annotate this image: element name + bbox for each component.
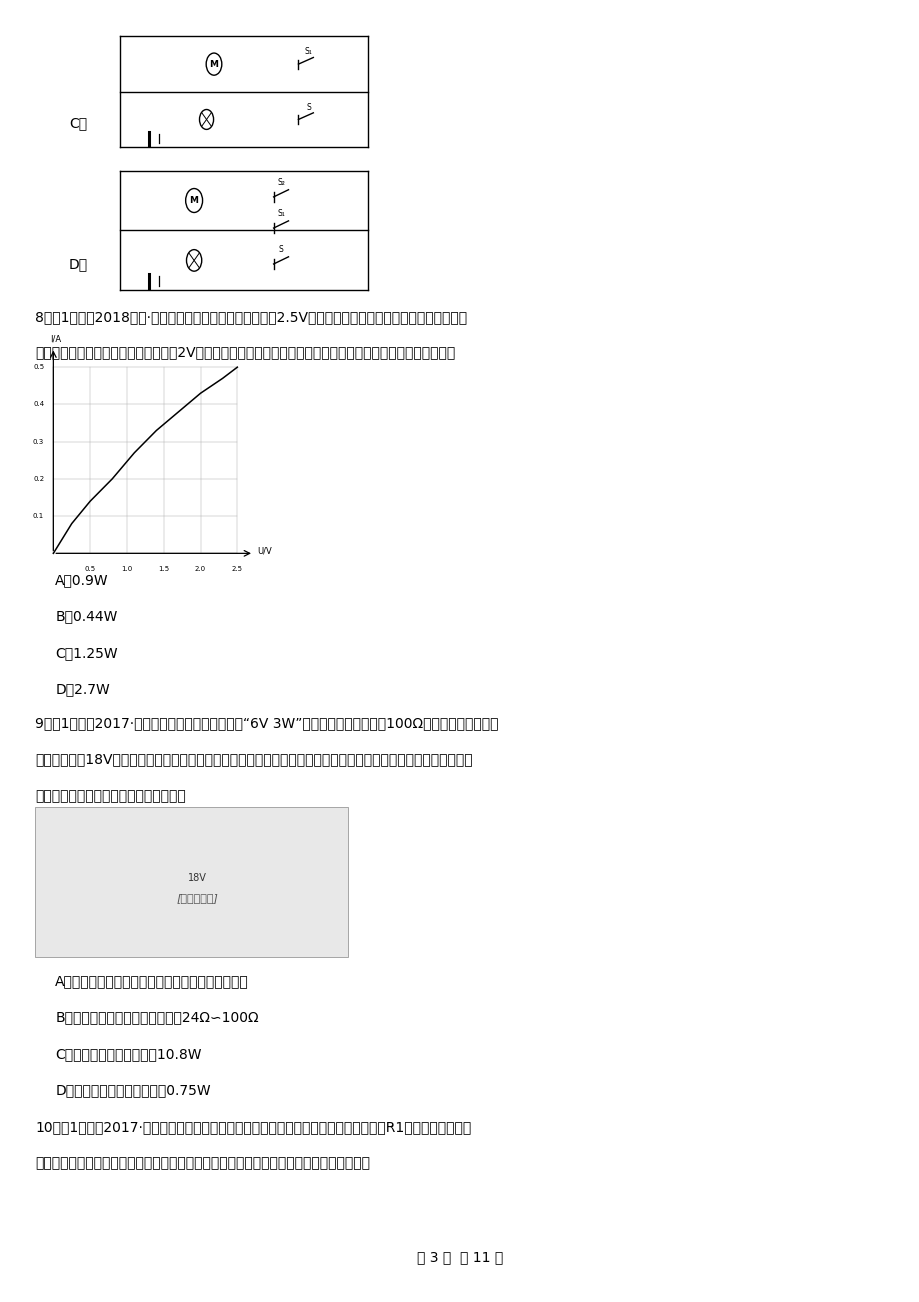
Text: C．: C． bbox=[69, 117, 87, 130]
FancyBboxPatch shape bbox=[35, 807, 347, 957]
Text: 闭合开关后，下列说法正确的是（　　）: 闭合开关后，下列说法正确的是（ ） bbox=[35, 789, 186, 803]
Text: 9．（1分）（2017·泰兴模拟）如图所示，把标有“6V 3W”的小灯泡与最大阻値为100Ω的滑动变阻器连接在: 9．（1分）（2017·泰兴模拟）如图所示，把标有“6V 3W”的小灯泡与最大阻… bbox=[35, 716, 498, 730]
Text: 0.5: 0.5 bbox=[33, 365, 44, 370]
Text: S₁: S₁ bbox=[277, 210, 285, 219]
Text: 像．若把三只该规格的小灯泡并联接在2V的电源两端，（电源电压不变）则三只小灯泡消耗的总功率为（　　）: 像．若把三只该规格的小灯泡并联接在2V的电源两端，（电源电压不变）则三只小灯泡消… bbox=[35, 345, 455, 359]
Text: S: S bbox=[306, 103, 311, 112]
Text: 第 3 页  共 11 页: 第 3 页 共 11 页 bbox=[416, 1250, 503, 1264]
Text: 0.5: 0.5 bbox=[85, 566, 96, 573]
Text: 0.1: 0.1 bbox=[33, 513, 44, 519]
Text: U/V: U/V bbox=[257, 547, 272, 555]
Text: 10．（1分）（2017·大庆）某兴趣小组为了研究电子温控装置，连接成如图所示电路，R1为热敏电阻，热敏: 10．（1分）（2017·大庆）某兴趣小组为了研究电子温控装置，连接成如图所示电… bbox=[35, 1120, 471, 1134]
Text: D．2.7W: D．2.7W bbox=[55, 682, 110, 697]
Text: D．: D． bbox=[69, 258, 88, 271]
Text: 1.5: 1.5 bbox=[158, 566, 169, 573]
Text: I/A: I/A bbox=[50, 335, 61, 344]
Text: S₁: S₁ bbox=[304, 47, 312, 56]
Text: 2.0: 2.0 bbox=[195, 566, 206, 573]
Text: S: S bbox=[278, 245, 283, 254]
Text: 电阻的阻値随温度的升高而减小，闭合开关，当温度降低时，下列说法中正确的是（　　）: 电阻的阻値随温度的升高而减小，闭合开关，当温度降低时，下列说法中正确的是（ ） bbox=[35, 1156, 369, 1170]
Text: M: M bbox=[189, 197, 199, 204]
Text: 电源电压恒为18V的电路中，各表的示数均不超过所选量程，且灯泡两端电压不允许超过额定値（灯丝电阻不变），: 电源电压恒为18V的电路中，各表的示数均不超过所选量程，且灯泡两端电压不允许超过… bbox=[35, 753, 472, 767]
Text: A．滑动变阻器滑片向左滑动的过程中，小灯泡变暗: A．滑动变阻器滑片向左滑动的过程中，小灯泡变暗 bbox=[55, 974, 249, 988]
Text: A．0.9W: A．0.9W bbox=[55, 573, 108, 587]
Text: 1.0: 1.0 bbox=[121, 566, 132, 573]
Text: B．滑动变阻器的阻値变化范围为24Ω∽100Ω: B．滑动变阻器的阻値变化范围为24Ω∽100Ω bbox=[55, 1010, 258, 1025]
Text: 0.2: 0.2 bbox=[33, 475, 44, 482]
Text: [实物电路图]: [实物电路图] bbox=[176, 893, 219, 904]
Text: 18V: 18V bbox=[188, 872, 207, 883]
Text: C．电路的总功率最大値为10.8W: C．电路的总功率最大値为10.8W bbox=[55, 1047, 201, 1061]
Text: 8．（1分）（2018九上·昌平期末）如图所示是额定电压为2.5V的小灯泡的电流随它两端电压变化的关系图: 8．（1分）（2018九上·昌平期末）如图所示是额定电压为2.5V的小灯泡的电流… bbox=[35, 310, 467, 324]
Text: S₂: S₂ bbox=[277, 178, 285, 187]
Text: 0.3: 0.3 bbox=[33, 439, 44, 445]
Text: D．小灯泡的电功率最小値为0.75W: D．小灯泡的电功率最小値为0.75W bbox=[55, 1083, 210, 1098]
Text: 2.5: 2.5 bbox=[232, 566, 243, 573]
Text: B．0.44W: B．0.44W bbox=[55, 609, 118, 624]
Text: C．1.25W: C．1.25W bbox=[55, 646, 118, 660]
Text: M: M bbox=[210, 60, 218, 69]
Text: 0.4: 0.4 bbox=[33, 401, 44, 408]
